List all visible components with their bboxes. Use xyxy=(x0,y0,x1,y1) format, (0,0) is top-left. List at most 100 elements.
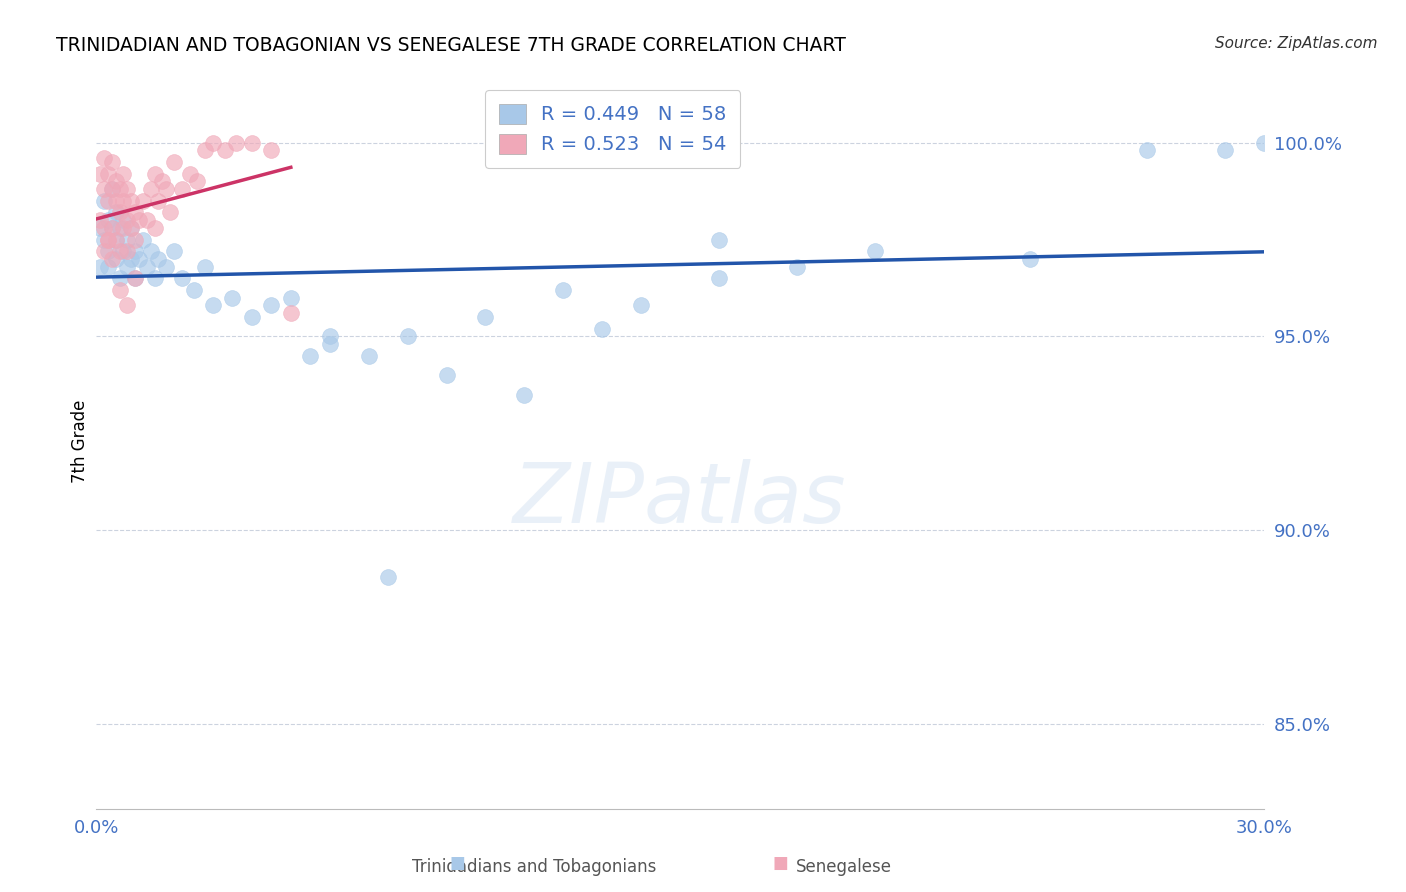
Point xyxy=(1213,144,1236,158)
Point xyxy=(112,194,135,208)
Text: ■: ■ xyxy=(449,855,465,872)
Point xyxy=(863,244,886,259)
Point xyxy=(148,194,170,208)
Text: Source: ZipAtlas.com: Source: ZipAtlas.com xyxy=(1215,36,1378,51)
Point xyxy=(214,144,236,158)
Point xyxy=(194,144,217,158)
Text: Senegalese: Senegalese xyxy=(796,858,891,876)
Point xyxy=(591,321,613,335)
Point xyxy=(163,155,186,169)
Point xyxy=(89,213,111,227)
Point xyxy=(128,252,150,266)
Point xyxy=(474,310,496,324)
Point xyxy=(100,252,122,266)
Point xyxy=(120,252,142,266)
Point xyxy=(104,194,127,208)
Point xyxy=(89,221,111,235)
Point xyxy=(112,213,135,227)
Point xyxy=(104,205,127,219)
Point xyxy=(108,205,131,219)
Point xyxy=(155,260,177,274)
Point xyxy=(112,167,135,181)
Point xyxy=(319,337,342,351)
Point xyxy=(104,233,127,247)
Point xyxy=(97,213,120,227)
Point xyxy=(155,182,177,196)
Point xyxy=(108,283,131,297)
Point xyxy=(201,298,224,312)
Point xyxy=(163,244,186,259)
Point xyxy=(117,213,139,227)
Point xyxy=(260,298,283,312)
Point xyxy=(1136,144,1159,158)
Point xyxy=(150,174,173,188)
Point xyxy=(1019,252,1042,266)
Point xyxy=(112,221,135,235)
Point xyxy=(97,233,120,247)
Point xyxy=(108,182,131,196)
Point xyxy=(120,221,142,235)
Point xyxy=(299,349,322,363)
Point xyxy=(436,368,458,383)
Point xyxy=(135,213,157,227)
Y-axis label: 7th Grade: 7th Grade xyxy=(72,400,89,483)
Point xyxy=(93,182,115,196)
Point xyxy=(104,252,127,266)
Point xyxy=(117,244,139,259)
Point xyxy=(139,244,162,259)
Point xyxy=(143,167,166,181)
Point xyxy=(170,182,193,196)
Point xyxy=(120,221,142,235)
Text: TRINIDADIAN AND TOBAGONIAN VS SENEGALESE 7TH GRADE CORRELATION CHART: TRINIDADIAN AND TOBAGONIAN VS SENEGALESE… xyxy=(56,36,846,54)
Point xyxy=(240,310,263,324)
Point xyxy=(100,182,122,196)
Point xyxy=(124,205,146,219)
Point xyxy=(108,221,131,235)
Point xyxy=(221,291,243,305)
Point xyxy=(135,260,157,274)
Point xyxy=(112,244,135,259)
Point xyxy=(97,260,120,274)
Point xyxy=(93,221,115,235)
Point xyxy=(117,298,139,312)
Point xyxy=(108,244,131,259)
Point xyxy=(100,221,122,235)
Point xyxy=(143,221,166,235)
Point xyxy=(124,244,146,259)
Point xyxy=(179,167,201,181)
Point xyxy=(194,260,217,274)
Point xyxy=(1253,136,1275,150)
Point xyxy=(786,260,808,274)
Point xyxy=(93,151,115,165)
Text: ■: ■ xyxy=(772,855,789,872)
Point xyxy=(201,136,224,150)
Point xyxy=(117,182,139,196)
Point xyxy=(93,244,115,259)
Point xyxy=(97,233,120,247)
Point xyxy=(100,155,122,169)
Point xyxy=(97,194,120,208)
Point xyxy=(280,291,302,305)
Point xyxy=(108,271,131,285)
Point xyxy=(357,349,380,363)
Point xyxy=(117,260,139,274)
Point xyxy=(260,144,283,158)
Point xyxy=(100,221,122,235)
Point xyxy=(124,233,146,247)
Point xyxy=(396,329,419,343)
Point xyxy=(707,271,730,285)
Point xyxy=(120,194,142,208)
Legend: R = 0.449   N = 58, R = 0.523   N = 54: R = 0.449 N = 58, R = 0.523 N = 54 xyxy=(485,90,741,168)
Point xyxy=(89,260,111,274)
Point xyxy=(319,329,342,343)
Point xyxy=(159,205,181,219)
Point xyxy=(97,167,120,181)
Point xyxy=(240,136,263,150)
Point xyxy=(170,271,193,285)
Point xyxy=(186,174,208,188)
Point xyxy=(225,136,247,150)
Point xyxy=(89,167,111,181)
Text: ZIPatlas: ZIPatlas xyxy=(513,459,846,541)
Point xyxy=(104,233,127,247)
Point xyxy=(148,252,170,266)
